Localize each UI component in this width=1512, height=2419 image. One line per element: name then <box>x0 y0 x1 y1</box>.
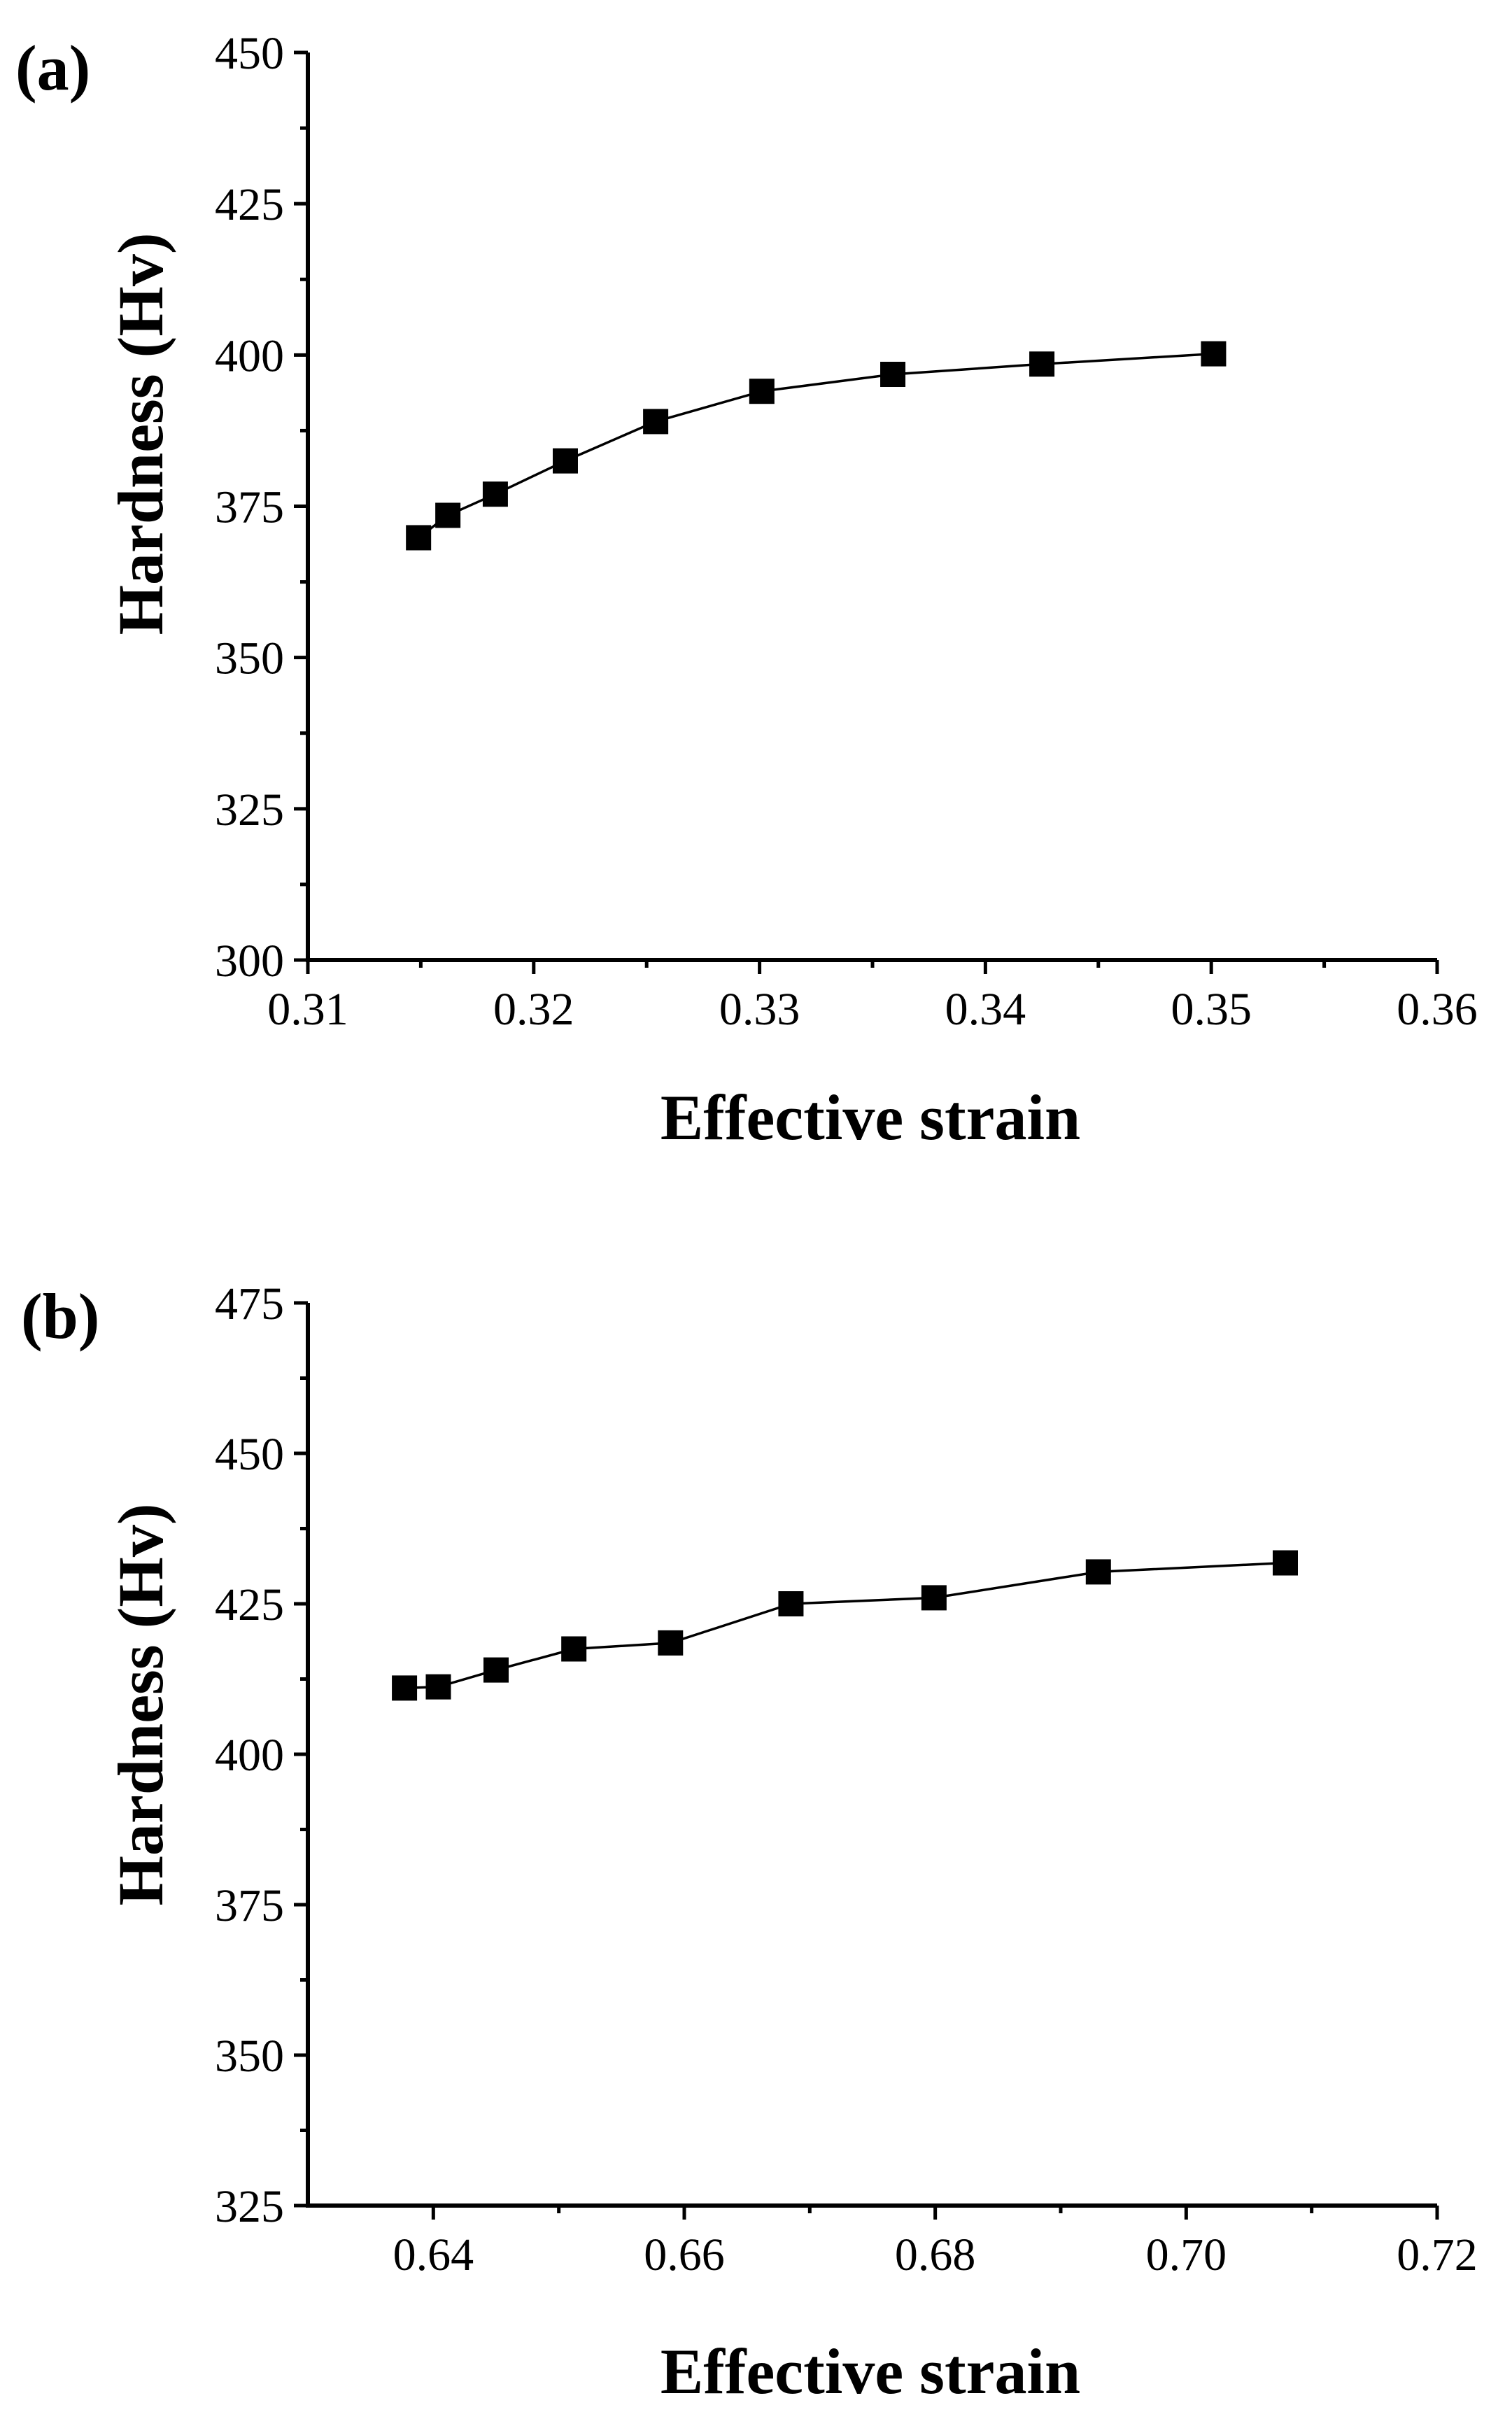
x-tick-label: 0.34 <box>945 984 1026 1035</box>
data-point-marker <box>1201 341 1227 367</box>
x-axis-title: Effective strain <box>660 1082 1080 1153</box>
data-point-marker <box>778 1591 804 1616</box>
panel-label: (a) <box>15 32 90 104</box>
series-line <box>404 1561 1286 1690</box>
data-point-marker <box>406 525 432 551</box>
x-tick-label: 0.33 <box>719 984 800 1035</box>
data-point-marker <box>482 481 508 507</box>
y-axis-title: Hardness (Hv) <box>105 1504 176 1906</box>
data-point-marker <box>435 502 461 528</box>
y-tick-label: 425 <box>215 1579 284 1630</box>
data-point-marker <box>1029 351 1055 377</box>
data-point-marker <box>483 1657 509 1683</box>
y-tick-label: 350 <box>215 2031 284 2082</box>
y-axis-title: Hardness (Hv) <box>105 233 176 635</box>
chart-panel-a: (a) Hardness (Hv) Effective strain 300 32… <box>15 28 1478 1153</box>
panel-label: (b) <box>21 1281 99 1352</box>
x-tick-label: 0.35 <box>1171 984 1252 1035</box>
x-axis-title: Effective strain <box>660 2336 1080 2407</box>
x-tick-label: 0.31 <box>267 984 348 1035</box>
x-tick-label: 0.64 <box>393 2229 474 2280</box>
data-point-marker <box>552 448 578 474</box>
x-tick-label: 0.36 <box>1397 984 1478 1035</box>
x-tick-label: 0.32 <box>493 984 574 1035</box>
y-tick-label: 475 <box>215 1278 284 1330</box>
data-point-marker <box>1085 1559 1111 1585</box>
data-point-marker <box>880 362 906 388</box>
chart-panel-b: (b) Hardness (Hv) Effective strain 325 35… <box>21 1278 1478 2407</box>
y-tick-label: 300 <box>215 936 284 987</box>
data-point-marker <box>921 1585 947 1611</box>
data-point-marker <box>658 1630 684 1656</box>
y-tick-label: 400 <box>215 1730 284 1781</box>
y-tick-label: 350 <box>215 633 284 684</box>
y-tick-label: 450 <box>215 1429 284 1480</box>
y-tick-label: 375 <box>215 482 284 533</box>
x-tick-label: 0.68 <box>895 2229 976 2280</box>
x-tick-label: 0.70 <box>1146 2229 1227 2280</box>
y-tick-label: 425 <box>215 179 284 230</box>
y-tick-label: 325 <box>215 2181 284 2232</box>
x-tick-label: 0.66 <box>644 2229 725 2280</box>
data-point-marker <box>392 1675 418 1701</box>
x-tick-label: 0.72 <box>1397 2229 1478 2280</box>
data-point-marker <box>425 1674 451 1700</box>
series-line <box>418 352 1214 539</box>
y-tick-label: 450 <box>215 28 284 79</box>
data-point-marker <box>643 409 669 435</box>
data-point-marker <box>749 379 775 404</box>
y-tick-label: 400 <box>215 330 284 381</box>
y-tick-label: 375 <box>215 1880 284 1931</box>
data-point-marker <box>561 1636 587 1662</box>
data-point-marker <box>1273 1550 1299 1576</box>
y-tick-label: 325 <box>215 784 284 835</box>
